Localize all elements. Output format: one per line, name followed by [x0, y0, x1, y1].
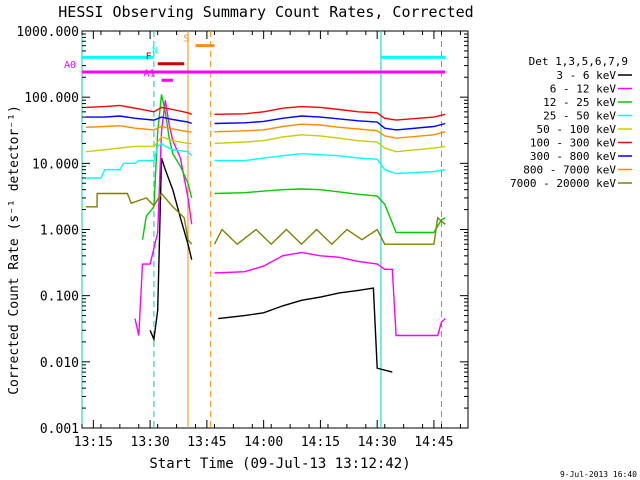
series-line-8-1: [213, 216, 446, 246]
x-tick-label: 14:15: [301, 435, 340, 450]
y-tick-label: 0.001: [40, 422, 79, 437]
series-line-3-1: [214, 152, 446, 175]
footer-date: 9-Jul-2013 16:40: [560, 470, 637, 479]
y-tick-label: 10.000: [32, 157, 79, 172]
flag-label-3: F: [146, 52, 152, 63]
x-tick-label: 13:30: [131, 435, 170, 450]
series-line-0-0: [149, 157, 193, 342]
x-tick-label: 13:15: [74, 435, 113, 450]
y-tick-label: 0.010: [40, 356, 79, 371]
series-line-5-1: [214, 105, 446, 121]
x-axis-label: Start Time (09-Jul-13 13:12:42): [149, 456, 410, 472]
series-line-1-1: [214, 251, 446, 337]
legend-entry-label: 50 - 100 keV: [537, 123, 617, 136]
series-line-4-1: [214, 134, 446, 153]
legend-entry-label: 100 - 300 keV: [530, 137, 616, 150]
legend-entry-label: 300 - 800 keV: [530, 150, 616, 163]
series-line-7-1: [214, 123, 446, 139]
legend-entry-label: 6 - 12 keV: [550, 83, 617, 96]
series-line-2-0: [141, 94, 193, 240]
series-line-2-1: [214, 188, 446, 234]
legend-entry-label: 7000 - 20000 keV: [510, 177, 616, 190]
plot-area: 1000.000 100.000 10.000 1.000 0.100 0.010 0.00…: [16, 25, 469, 450]
x-tick-label: 14:30: [358, 435, 397, 450]
y-axis-label: Corrected Count Rate (s⁻¹ detector⁻¹): [7, 105, 22, 395]
series-line-4-0: [85, 136, 192, 153]
legend-title: Det 1,3,5,6,7,9: [529, 55, 628, 68]
plot-frame: [81, 30, 469, 429]
flag-label-0: N: [152, 45, 158, 56]
series-line-5-0: [85, 104, 192, 115]
flag-label-4: A0: [64, 60, 76, 71]
chart-title: HESSI Observing Summary Count Rates, Cor…: [58, 3, 473, 21]
y-tick-label: 100.000: [24, 91, 79, 106]
x-tick-label: 14:45: [414, 435, 453, 450]
y-tick-label: 0.100: [40, 290, 79, 305]
series-line-3-0: [85, 142, 193, 179]
series-line-6-0: [85, 115, 192, 125]
x-tick-label: 13:45: [187, 435, 226, 450]
x-tick-label: 14:00: [244, 435, 283, 450]
series-line-0-1: [218, 287, 393, 373]
series-line-6-1: [214, 115, 446, 131]
y-tick-label: 1.000: [40, 224, 79, 239]
legend-entry-label: 800 - 7000 keV: [523, 164, 616, 177]
y-tick-label: 1000.000: [16, 25, 79, 40]
flag-label-2: S: [183, 34, 189, 45]
series-line-7-0: [85, 124, 192, 133]
series-line-1-0: [134, 100, 193, 336]
legend-entry-label: 12 - 25 keV: [543, 96, 616, 109]
flag-label-5: A1: [143, 68, 155, 79]
legend-entry-label: 3 - 6 keV: [556, 69, 616, 82]
series-line-8-0: [85, 192, 193, 245]
legend-entry-label: 25 - 50 keV: [543, 110, 616, 123]
